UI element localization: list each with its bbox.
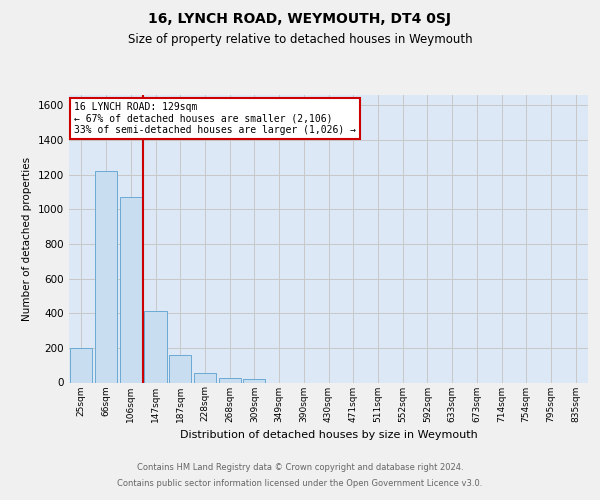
Text: 16, LYNCH ROAD, WEYMOUTH, DT4 0SJ: 16, LYNCH ROAD, WEYMOUTH, DT4 0SJ xyxy=(149,12,452,26)
Bar xyxy=(119,197,142,382)
Bar xyxy=(169,355,191,382)
Text: Contains public sector information licensed under the Open Government Licence v3: Contains public sector information licen… xyxy=(118,478,482,488)
Bar xyxy=(218,378,241,382)
Text: Contains HM Land Registry data © Crown copyright and database right 2024.: Contains HM Land Registry data © Crown c… xyxy=(137,464,463,472)
Text: 16 LYNCH ROAD: 129sqm
← 67% of detached houses are smaller (2,106)
33% of semi-d: 16 LYNCH ROAD: 129sqm ← 67% of detached … xyxy=(74,102,356,136)
Y-axis label: Number of detached properties: Number of detached properties xyxy=(22,156,32,321)
Bar xyxy=(95,171,117,382)
Bar xyxy=(194,373,216,382)
Bar xyxy=(70,348,92,382)
Bar xyxy=(145,312,167,382)
X-axis label: Distribution of detached houses by size in Weymouth: Distribution of detached houses by size … xyxy=(179,430,478,440)
Text: Size of property relative to detached houses in Weymouth: Size of property relative to detached ho… xyxy=(128,32,472,46)
Bar xyxy=(243,379,265,382)
